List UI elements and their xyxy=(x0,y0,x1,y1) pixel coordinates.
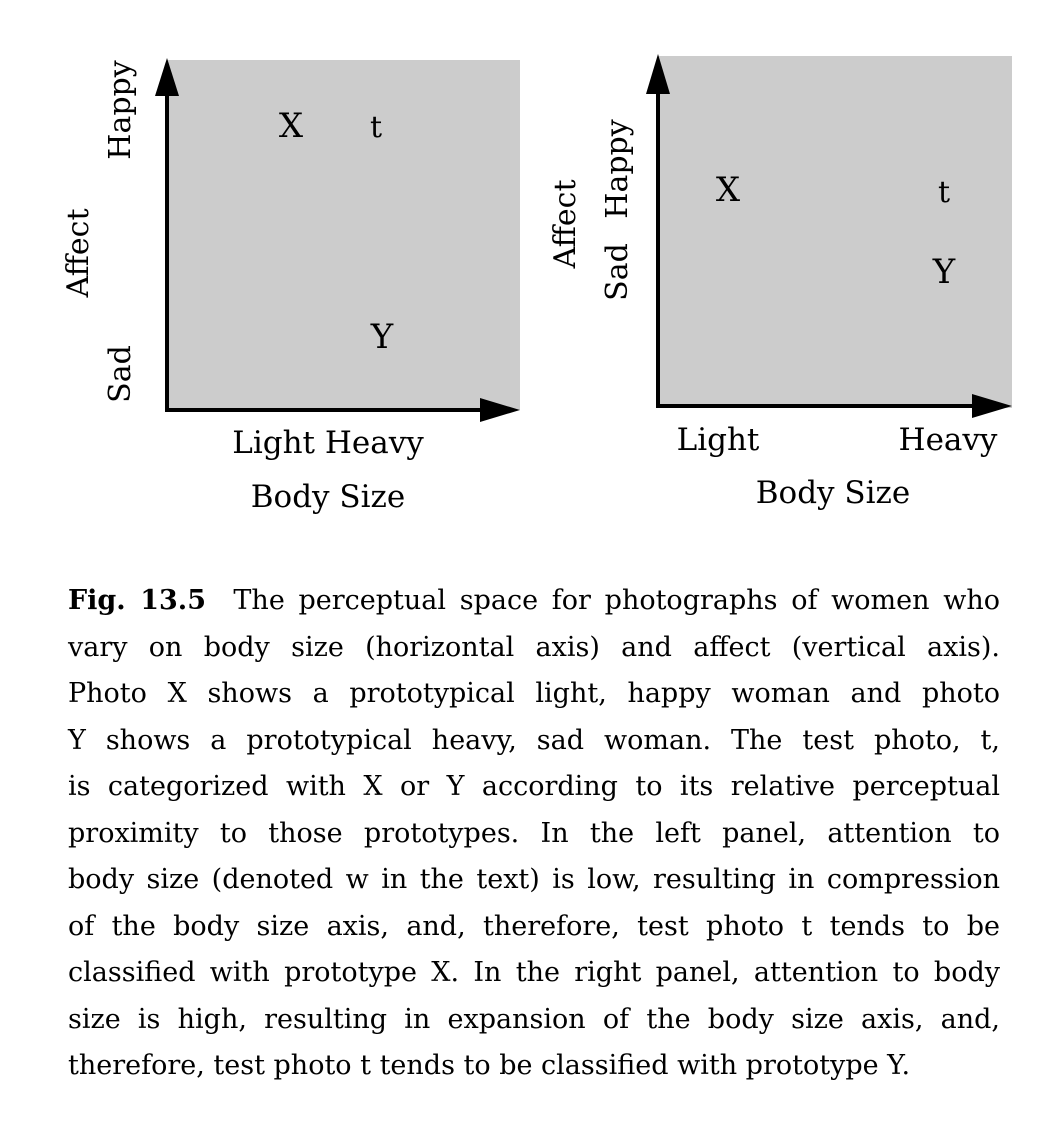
right-y-axis-arrow xyxy=(646,54,670,94)
left-y-happy-label: Happy xyxy=(103,60,138,159)
left-point-x: X xyxy=(279,106,304,146)
right-plot-area xyxy=(658,56,1012,408)
caption-line: of the body size axis, and, therefore, t… xyxy=(68,910,1000,942)
right-y-sad-label: Sad xyxy=(600,243,635,301)
left-point-t: t xyxy=(370,110,382,145)
left-x-axis-arrow xyxy=(480,398,520,422)
caption-line: Y shows a prototypical heavy, sad woman.… xyxy=(68,724,1000,756)
caption-line: Photo X shows a prototypical light, happ… xyxy=(68,678,1000,709)
left-y-axis-arrow xyxy=(155,58,179,96)
caption-line: size is high, resulting in expansion of … xyxy=(68,1003,1000,1035)
caption-line: body size (denoted w in the text) is low… xyxy=(68,864,1000,895)
right-point-x: X xyxy=(716,170,741,210)
right-point-t: t xyxy=(938,175,950,210)
right-y-axis-label: Affect xyxy=(548,179,583,269)
caption-line: vary on body size (horizontal axis) and … xyxy=(68,631,1000,663)
figure-diagrams: Affect Happy Sad X t Y Light Heavy Body … xyxy=(61,54,1012,515)
figure-caption: Fig. 13.5 The perceptual space for photo… xyxy=(68,578,1000,1090)
caption-line: classified with prototype X. In the righ… xyxy=(68,957,1000,988)
caption-line: therefore, test photo t tends to be clas… xyxy=(68,1050,911,1081)
right-x-axis-arrow xyxy=(972,394,1012,418)
right-x-axis-title: Body Size xyxy=(756,475,911,511)
left-panel: Affect Happy Sad X t Y Light Heavy Body … xyxy=(61,58,520,515)
left-y-axis-label: Affect xyxy=(61,208,96,298)
caption-line: is categorized with X or Y according to … xyxy=(68,771,1000,802)
right-panel: Affect Happy Sad X t Y Light Heavy Body … xyxy=(548,54,1012,511)
right-y-happy-label: Happy xyxy=(600,119,635,218)
right-x-light-label: Light xyxy=(677,422,760,458)
left-x-endpoint-labels: Light Heavy xyxy=(232,425,424,461)
right-point-y: Y xyxy=(932,252,956,292)
caption-line: proximity to those prototypes. In the le… xyxy=(68,817,1000,849)
left-x-axis-title: Body Size xyxy=(251,479,406,515)
left-y-sad-label: Sad xyxy=(103,345,138,403)
left-point-y: Y xyxy=(370,317,394,357)
left-plot-area xyxy=(167,60,520,410)
right-x-heavy-label: Heavy xyxy=(899,422,998,458)
caption-line-text: The perceptual space for photographs of … xyxy=(233,585,1000,616)
caption-label: Fig. 13.5 xyxy=(68,585,206,616)
caption-line: Fig. 13.5 The perceptual space for photo… xyxy=(68,578,1000,625)
